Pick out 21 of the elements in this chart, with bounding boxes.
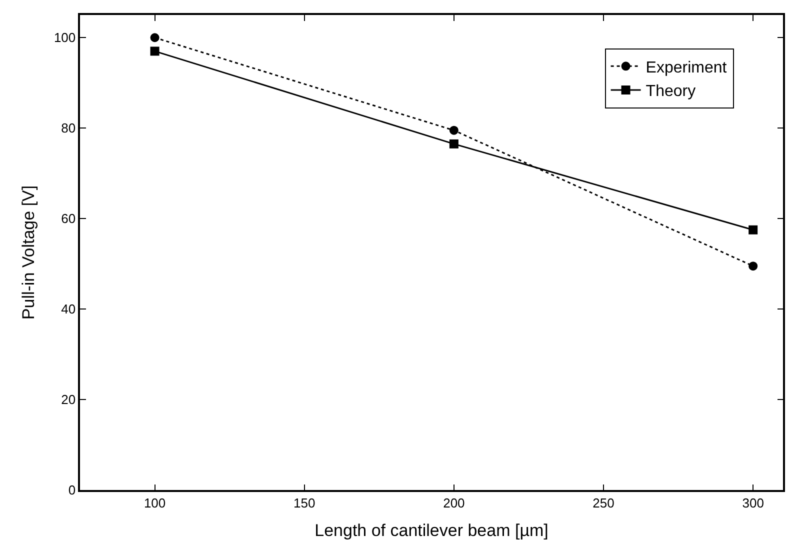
y-tick-label: 20 (61, 392, 76, 408)
y-tick-label: 60 (61, 211, 76, 226)
point (150, 46, 160, 56)
y-axis-title: Pull-in Voltage [V] (18, 185, 38, 320)
x-tick-label: 300 (742, 495, 764, 510)
y-tick-label: 100 (54, 30, 76, 46)
legend-label: Theory (646, 83, 696, 100)
y-tick-label: 0 (68, 482, 76, 498)
y-tick-label: 40 (61, 302, 76, 317)
x-tick-label: 250 (592, 495, 614, 510)
x-tick-label: 150 (294, 495, 316, 510)
y-tick-label: 80 (61, 120, 76, 136)
legend-label: Experiment (646, 59, 728, 76)
point (150, 33, 160, 42)
x-tick-label: 200 (443, 495, 465, 510)
x-tick-label: 100 (144, 495, 166, 510)
point (748, 225, 758, 234)
point (449, 126, 458, 135)
x-axis-title: Length of cantilever beam [µm] (314, 521, 548, 540)
point (748, 262, 758, 271)
point (449, 139, 458, 148)
